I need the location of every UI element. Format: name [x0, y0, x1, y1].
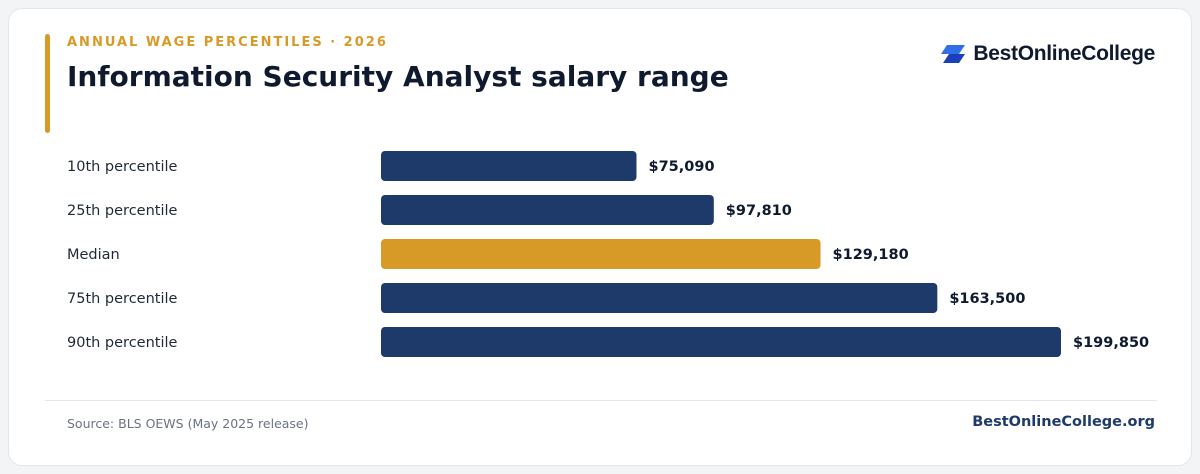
logo-shape-bottom: [943, 54, 966, 63]
stacked-parallelogram-icon: [941, 45, 966, 63]
category-label: Median: [67, 247, 120, 263]
category-label: 90th percentile: [67, 335, 178, 351]
footer-divider: [45, 400, 1157, 401]
value-label: $199,850: [1073, 335, 1149, 351]
bar: [381, 327, 1061, 357]
logo-text: BestOnlineCollege: [973, 42, 1155, 65]
logo-shape-top: [941, 45, 966, 54]
site-link[interactable]: BestOnlineCollege.org: [972, 414, 1155, 430]
bar: [381, 195, 714, 225]
category-label: 75th percentile: [67, 291, 178, 307]
brand-logo[interactable]: BestOnlineCollege: [941, 40, 1155, 68]
value-label: $97,810: [726, 203, 792, 219]
chart-card: ANNUAL WAGE PERCENTILES · 2026 Informati…: [8, 8, 1192, 466]
bar: [381, 239, 821, 269]
bar: [381, 151, 637, 181]
category-label: 25th percentile: [67, 203, 178, 219]
value-label: $75,090: [648, 159, 714, 175]
value-label: $129,180: [833, 247, 909, 263]
accent-bar: [45, 34, 50, 133]
chart-title: Information Security Analyst salary rang…: [67, 60, 729, 93]
bar: [381, 283, 938, 313]
chart-eyebrow: ANNUAL WAGE PERCENTILES · 2026: [67, 35, 388, 50]
value-label: $163,500: [949, 291, 1025, 307]
category-label: 10th percentile: [67, 159, 178, 175]
source-note: Source: BLS OEWS (May 2025 release): [67, 416, 309, 431]
